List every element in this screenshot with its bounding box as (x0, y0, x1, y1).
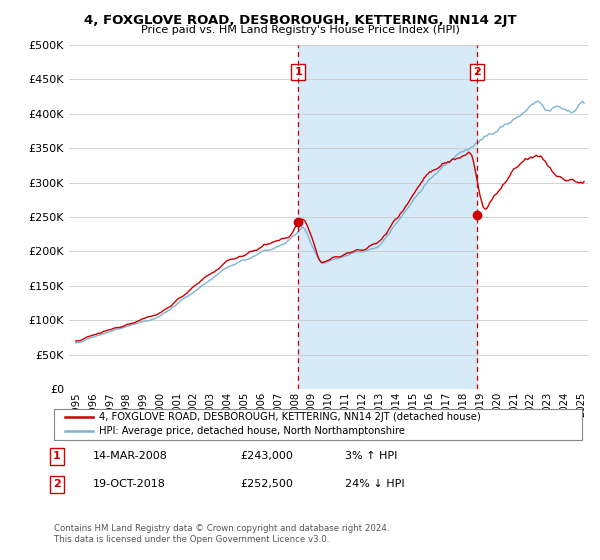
Text: 1: 1 (294, 67, 302, 77)
Text: 2: 2 (473, 67, 481, 77)
Text: Price paid vs. HM Land Registry's House Price Index (HPI): Price paid vs. HM Land Registry's House … (140, 25, 460, 35)
Text: Contains HM Land Registry data © Crown copyright and database right 2024.: Contains HM Land Registry data © Crown c… (54, 524, 389, 533)
Text: 24% ↓ HPI: 24% ↓ HPI (345, 479, 404, 489)
Text: 19-OCT-2018: 19-OCT-2018 (93, 479, 166, 489)
Text: HPI: Average price, detached house, North Northamptonshire: HPI: Average price, detached house, Nort… (99, 426, 405, 436)
Text: 1: 1 (53, 451, 61, 461)
Text: £243,000: £243,000 (240, 451, 293, 461)
Text: 4, FOXGLOVE ROAD, DESBOROUGH, KETTERING, NN14 2JT: 4, FOXGLOVE ROAD, DESBOROUGH, KETTERING,… (83, 14, 517, 27)
Text: 2: 2 (53, 479, 61, 489)
Text: This data is licensed under the Open Government Licence v3.0.: This data is licensed under the Open Gov… (54, 535, 329, 544)
Text: 3% ↑ HPI: 3% ↑ HPI (345, 451, 397, 461)
Text: 4, FOXGLOVE ROAD, DESBOROUGH, KETTERING, NN14 2JT (detached house): 4, FOXGLOVE ROAD, DESBOROUGH, KETTERING,… (99, 412, 481, 422)
Text: 14-MAR-2008: 14-MAR-2008 (93, 451, 168, 461)
Text: £252,500: £252,500 (240, 479, 293, 489)
Bar (298, 45, 477, 389)
